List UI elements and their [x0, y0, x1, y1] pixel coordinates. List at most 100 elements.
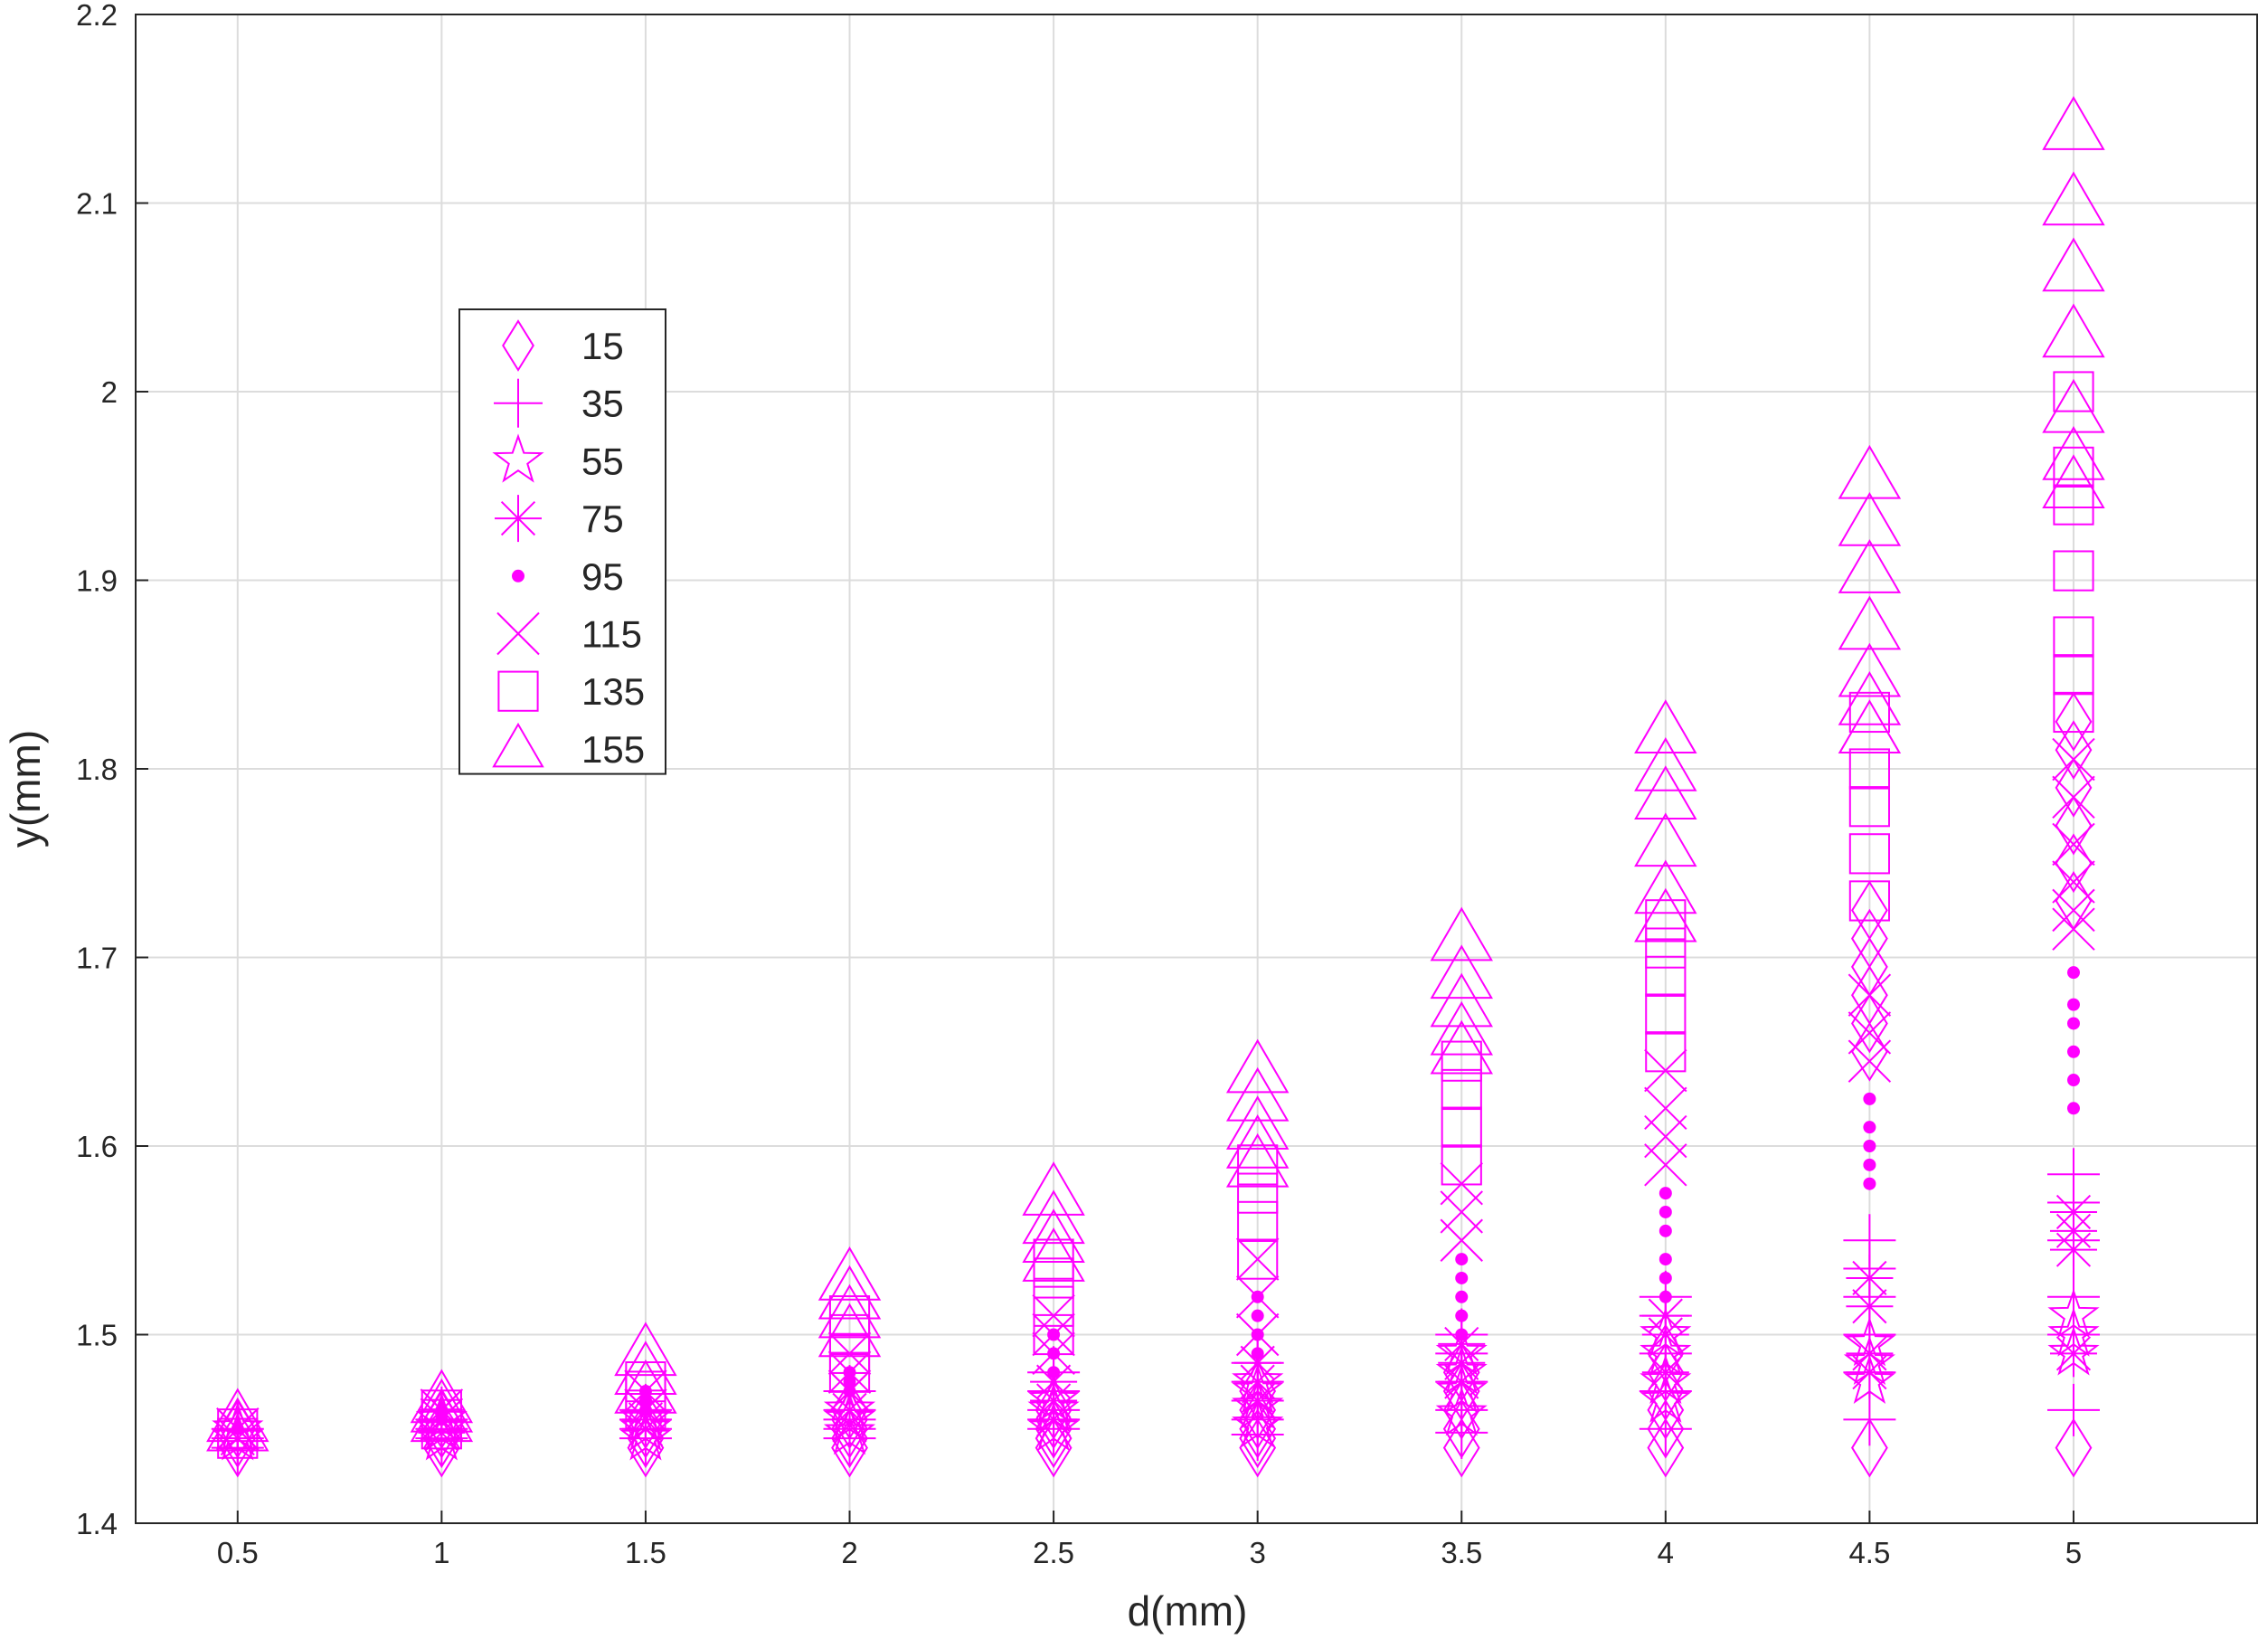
x-axis-label: d(mm)	[1128, 1587, 1248, 1634]
data-point-95	[1658, 1271, 1672, 1284]
data-point-95	[1658, 1224, 1672, 1237]
data-point-95	[1455, 1328, 1469, 1341]
data-point-135	[1441, 1144, 1482, 1186]
data-point-95	[2066, 998, 2080, 1011]
data-point-115	[1032, 1312, 1075, 1357]
data-point-155	[1634, 765, 1697, 820]
legend-label: 135	[581, 670, 645, 713]
data-point-115	[2052, 737, 2095, 782]
data-point-155	[1430, 1019, 1493, 1075]
data-point-55	[1232, 1397, 1284, 1447]
data-point-155	[817, 1284, 882, 1339]
x-axis-ticks: 0.5 1 1.5 2 2.5 3 3.5 4 4.5 5	[217, 1511, 2082, 1569]
data-point-135	[1237, 1144, 1279, 1186]
legend: 15 35 55 75 95 115 135 155	[458, 308, 666, 775]
data-point-155	[614, 1341, 677, 1395]
data-point-115	[2052, 822, 2095, 867]
data-point-155	[614, 1360, 677, 1414]
data-point-115	[2052, 775, 2095, 819]
data-point-155	[1022, 1161, 1085, 1216]
data-point-155	[1225, 1095, 1290, 1150]
data-point-95	[1455, 1271, 1469, 1284]
data-point-15	[1851, 1021, 1888, 1082]
data-point-75	[1846, 1330, 1894, 1378]
data-point-95	[1658, 1253, 1672, 1266]
data-point-155	[1634, 859, 1697, 914]
x-tick-label: 4	[1658, 1536, 1674, 1569]
data-point-95	[1863, 1092, 1876, 1105]
data-point-95	[1658, 1205, 1672, 1218]
data-point-115	[2052, 860, 2095, 904]
data-point-155	[2042, 303, 2105, 358]
data-point-155	[1838, 671, 1902, 725]
data-point-95	[2066, 1045, 2080, 1058]
data-point-75	[1641, 1292, 1689, 1340]
data-point-155	[1634, 812, 1697, 867]
data-point-155	[1430, 906, 1493, 962]
data-point-75	[1233, 1339, 1281, 1387]
legend-marker-15	[502, 319, 534, 372]
data-point-35	[2046, 1383, 2100, 1436]
data-point-155	[206, 1397, 269, 1452]
data-point-95	[1251, 1309, 1264, 1322]
data-point-135	[1033, 1313, 1074, 1356]
data-point-95	[2066, 966, 2080, 980]
y-axis-label: y(mm)	[2, 730, 49, 848]
data-point-15	[2055, 833, 2093, 894]
data-point-15	[2055, 691, 2093, 752]
data-point-155	[817, 1246, 882, 1301]
data-point-115	[2052, 907, 2095, 951]
data-point-115	[1235, 1237, 1280, 1281]
data-point-55	[1435, 1387, 1488, 1436]
data-point-75	[2049, 1188, 2097, 1236]
data-point-155	[1634, 887, 1697, 943]
data-point-155	[1838, 491, 1902, 546]
y-tick-label: 1.4	[76, 1507, 118, 1540]
y-tick-label: 1.5	[76, 1319, 118, 1352]
data-point-155	[2042, 378, 2105, 433]
data-point-155	[410, 1369, 474, 1424]
data-point-135	[1848, 833, 1891, 875]
data-point-75	[1846, 1254, 1894, 1302]
data-point-95	[1658, 1290, 1672, 1303]
data-point-155	[614, 1322, 677, 1377]
data-point-135	[1033, 1238, 1074, 1280]
data-point-75	[1438, 1320, 1486, 1368]
data-point-15	[2055, 1417, 2093, 1478]
data-point-135	[2053, 616, 2094, 658]
data-point-115	[1847, 973, 1892, 1017]
x-tick-label: 3.5	[1441, 1536, 1482, 1569]
legend-label: 95	[581, 555, 624, 598]
data-point-75	[1030, 1358, 1078, 1406]
data-point-35	[2046, 1270, 2100, 1323]
data-point-155	[1838, 642, 1902, 697]
legend-marker-35	[494, 378, 543, 428]
data-point-135	[2053, 446, 2094, 488]
data-point-15	[1851, 965, 1888, 1026]
data-point-135	[1237, 1200, 1279, 1243]
data-point-95	[1863, 1158, 1876, 1171]
x-tick-label: 4.5	[1848, 1536, 1890, 1569]
data-point-95	[1251, 1347, 1264, 1360]
data-point-15	[1851, 908, 1888, 969]
y-tick-label: 2	[101, 375, 118, 409]
data-point-155	[1225, 1132, 1290, 1188]
data-point-155	[410, 1388, 474, 1443]
data-point-15	[1851, 993, 1888, 1054]
y-tick-label: 1.8	[76, 753, 118, 786]
data-point-155	[410, 1378, 474, 1433]
data-point-135	[1848, 691, 1891, 734]
data-point-95	[1863, 1140, 1876, 1152]
data-point-75	[2049, 1330, 2097, 1378]
data-point-155	[817, 1265, 882, 1320]
data-point-95	[2066, 1017, 2080, 1030]
data-point-15	[2055, 720, 2093, 781]
data-point-55	[1640, 1373, 1692, 1423]
data-point-135	[1441, 1068, 1482, 1111]
data-point-155	[1634, 699, 1697, 754]
data-point-135	[2053, 484, 2094, 526]
data-point-155	[1430, 1000, 1493, 1056]
legend-marker-115	[496, 611, 540, 656]
y-tick-label: 2.1	[76, 187, 118, 221]
data-point-135	[1645, 955, 1687, 997]
